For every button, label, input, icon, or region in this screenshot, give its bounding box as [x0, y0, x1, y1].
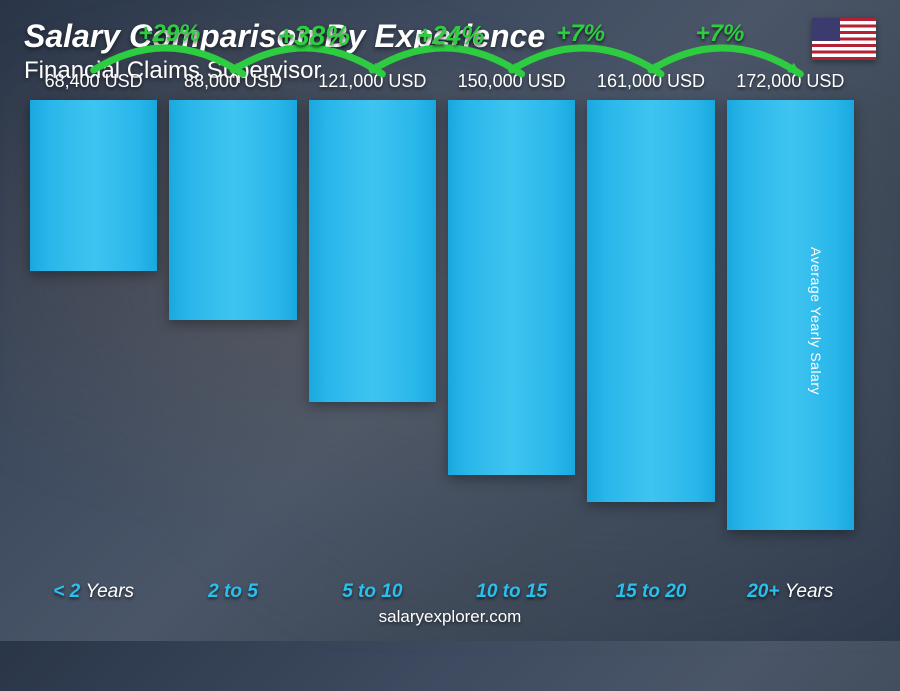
bar-chart: 68,400 USD< 2 Years88,000 USD2 to 5 121,… [30, 100, 854, 571]
bar-value-label: 172,000 USD [736, 71, 844, 92]
bar-value-label: 161,000 USD [597, 71, 705, 92]
y-axis-label: Average Yearly Salary [808, 247, 824, 395]
bar: 121,000 USD [309, 100, 436, 402]
bar-category-label: 20+ Years [747, 581, 833, 603]
chart-title: Salary Comparison By Experience [24, 18, 545, 55]
bar-slot: 172,000 USD20+ Years [727, 100, 854, 571]
bar-category-label: 2 to 5 [208, 581, 258, 603]
footer-attribution: salaryexplorer.com [0, 607, 900, 627]
bar-slot: 88,000 USD2 to 5 [169, 100, 296, 571]
bar: 68,400 USD [30, 100, 157, 271]
bar-slot: 68,400 USD< 2 Years [30, 100, 157, 571]
bar-slot: 161,000 USD15 to 20 [587, 100, 714, 571]
bar-category-label: 15 to 20 [616, 581, 687, 603]
bar-value-label: 68,400 USD [45, 71, 143, 92]
bar-value-label: 150,000 USD [458, 71, 566, 92]
bar-category-label: 5 to 10 [342, 581, 402, 603]
us-flag-icon [812, 18, 876, 60]
bar-value-label: 88,000 USD [184, 71, 282, 92]
bar-slot: 150,000 USD10 to 15 [448, 100, 575, 571]
bar: 150,000 USD [448, 100, 575, 475]
bar: 161,000 USD [587, 100, 714, 502]
bar-slot: 121,000 USD5 to 10 [309, 100, 436, 571]
bar-category-label: 10 to 15 [476, 581, 547, 603]
bar-value-label: 121,000 USD [318, 71, 426, 92]
bar: 172,000 USD [727, 100, 854, 530]
bar: 88,000 USD [169, 100, 296, 320]
bar-category-label: < 2 Years [53, 581, 134, 603]
